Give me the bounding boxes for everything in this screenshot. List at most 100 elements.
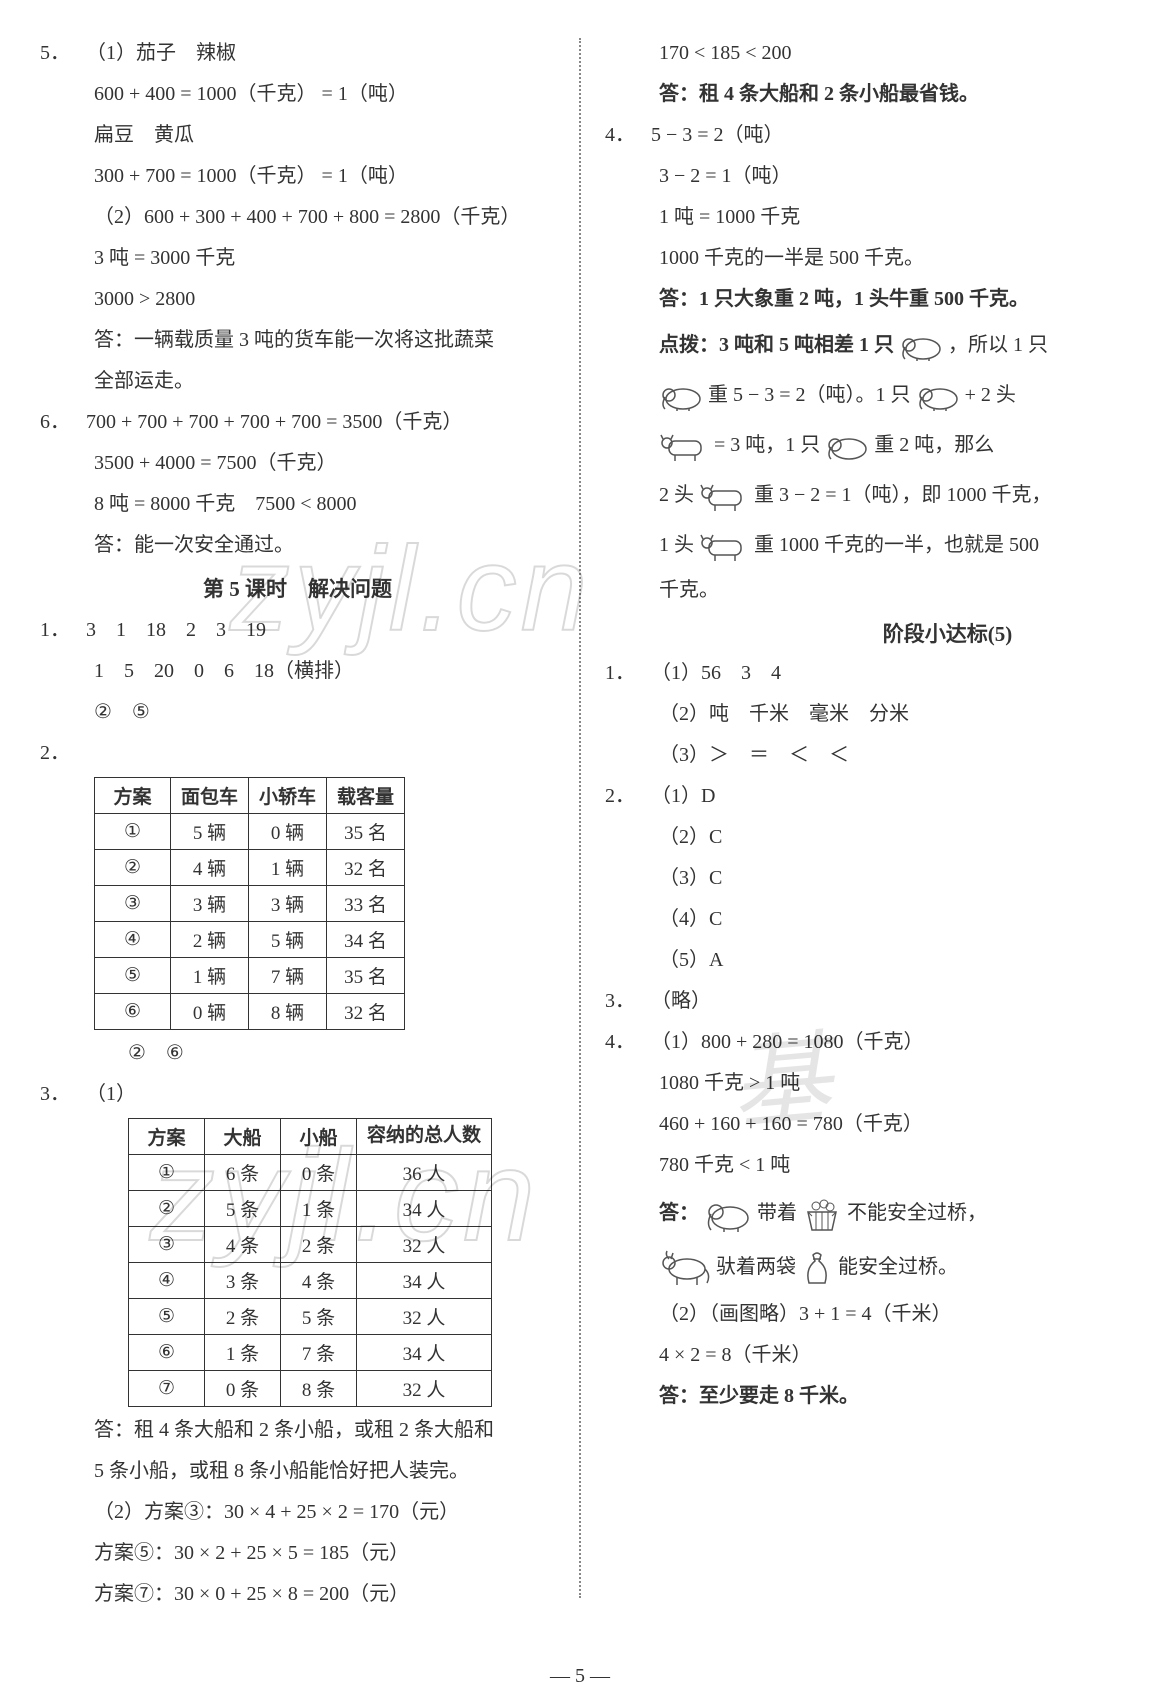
table-row: ③4 条2 条32 人 — [129, 1227, 492, 1263]
table-header-row: 方案 大船 小船 容纳的总人数 — [129, 1119, 492, 1155]
q6-num: 6． — [40, 405, 86, 440]
rq4-tip: 点拨：3 吨和 5 吨相差 1 只 ，所以 1 只 — [605, 323, 1120, 367]
rq4-l5: 答：1 只大象重 2 吨，1 头牛重 500 千克。 — [605, 282, 1120, 317]
rq4-l2: 3 − 2 = 1（吨） — [605, 159, 1120, 194]
jd1-num: 1． — [605, 656, 651, 691]
page-number: — 5 — — [0, 1665, 1160, 1688]
sack-icon — [801, 1249, 833, 1287]
q5-l7: 3000 > 2800 — [40, 282, 555, 317]
elephant-icon — [899, 331, 943, 361]
s5q1-num: 1． — [40, 613, 86, 648]
jd4-a1: 答： 带着 不能安全过桥， — [605, 1189, 1120, 1237]
jd3-l1: （略） — [651, 990, 711, 1012]
th: 面包车 — [171, 778, 249, 814]
jd4-l7: 答：至少要走 8 千米。 — [605, 1379, 1120, 1414]
table-row: ⑦0 条8 条32 人 — [129, 1371, 492, 1407]
jd4-l3: 460 + 160 + 160 = 780（千克） — [605, 1107, 1120, 1142]
jd3-line: 3．（略） — [605, 984, 1120, 1019]
cow-icon — [699, 531, 749, 561]
l8a: 2 头 — [659, 484, 694, 506]
rq4-line: 4．5 − 3 = 2（吨） — [605, 118, 1120, 153]
jd4-num: 4． — [605, 1025, 651, 1060]
cont-l2: 答：租 4 条大船和 2 条小船最省钱。 — [605, 77, 1120, 112]
l6a: 重 5 − 3 = 2（吨）。1 只 — [708, 384, 911, 406]
q6-l4: 答：能一次安全通过。 — [40, 528, 555, 563]
l8b: 重 3 − 2 = 1（吨），即 1000 千克， — [754, 484, 1052, 506]
s5q3-a5: 方案⑦：30 × 0 + 25 × 8 = 200（元） — [40, 1577, 555, 1612]
s5q1-line: 1．3 1 18 2 3 19 — [40, 613, 555, 648]
elephant-icon — [825, 431, 869, 461]
jd4-l2: 1080 千克 > 1 吨 — [605, 1066, 1120, 1101]
q5-line: 5．（1）茄子 辣椒 — [40, 36, 555, 71]
q5-l9: 全部运走。 — [40, 364, 555, 399]
q6-l1: 700 + 700 + 700 + 700 + 700 = 3500（千克） — [86, 411, 462, 433]
jd1-l1: （1）56 3 4 — [651, 662, 781, 684]
th: 容纳的总人数 — [357, 1119, 492, 1155]
a2b: 能安全过桥。 — [838, 1256, 958, 1278]
rq4-l7: = 3 吨，1 只 重 2 吨，那么 — [605, 423, 1120, 467]
jd1-l2: （2）吨 千米 毫米 分米 — [605, 697, 1120, 732]
cow-icon — [659, 431, 709, 461]
jd2-line: 2．（1）D — [605, 779, 1120, 814]
cow-icon — [699, 481, 749, 511]
a1a: 答： — [659, 1202, 699, 1224]
th: 小船 — [281, 1119, 357, 1155]
jd4-l4: 780 千克 < 1 吨 — [605, 1148, 1120, 1183]
l9b: 重 1000 千克的一半，也就是 500 — [754, 534, 1039, 556]
jd4-l5: （2）（画图略）3 + 1 = 4（千米） — [605, 1297, 1120, 1332]
tip-post: ，所以 1 只 — [948, 334, 1048, 356]
s5q3-a2: 5 条小船，或租 8 条小船能恰好把人装完。 — [40, 1454, 555, 1489]
rq4-num: 4． — [605, 118, 651, 153]
jd4-line: 4．（1）800 + 280 = 1080（千克） — [605, 1025, 1120, 1060]
jd3-num: 3． — [605, 984, 651, 1019]
s5q3-table: 方案 大船 小船 容纳的总人数 ①6 条0 条36 人 ②5 条1 条34 人 … — [128, 1118, 492, 1407]
s5q3-num: 3． — [40, 1077, 86, 1112]
s5q3-a3: （2）方案③：30 × 4 + 25 × 2 = 170（元） — [40, 1495, 555, 1530]
jd2-l4: （4）C — [605, 902, 1120, 937]
table-row: ④2 辆5 辆34 名 — [95, 922, 405, 958]
table-row: ⑥1 条7 条34 人 — [129, 1335, 492, 1371]
l7b: 重 2 吨，那么 — [874, 434, 994, 456]
elephant-icon — [659, 381, 703, 411]
s5q1-l1: 3 1 18 2 3 19 — [86, 619, 266, 641]
table-row: ①5 辆0 辆35 名 — [95, 814, 405, 850]
jd1-line: 1．（1）56 3 4 — [605, 656, 1120, 691]
left-column: 5．（1）茄子 辣椒 600 + 400 = 1000（千克） = 1（吨） 扁… — [40, 30, 555, 1630]
table-row: ⑤2 条5 条32 人 — [129, 1299, 492, 1335]
jd4-a2: 驮着两袋 能安全过桥。 — [605, 1243, 1120, 1291]
cont-l1: 170 < 185 < 200 — [605, 36, 1120, 71]
th: 小轿车 — [249, 778, 327, 814]
jd2-l3: （3）C — [605, 861, 1120, 896]
column-divider — [579, 38, 581, 1598]
rq4-l9: 1 头 重 1000 千克的一半，也就是 500 — [605, 523, 1120, 567]
q6-l3: 8 吨 = 8000 千克 7500 < 8000 — [40, 487, 555, 522]
section-jd-title: 阶段小达标(5) — [775, 618, 1120, 648]
q6-line: 6．700 + 700 + 700 + 700 + 700 = 3500（千克） — [40, 405, 555, 440]
rq4-l1: 5 − 3 = 2（吨） — [651, 124, 784, 146]
s5q2-line: 2． — [40, 736, 555, 771]
q5-num: 5． — [40, 36, 86, 71]
l6b: + 2 头 — [965, 384, 1016, 406]
table-row: ②5 条1 条34 人 — [129, 1191, 492, 1227]
s5q1-l2: 1 5 20 0 6 18（横排） — [40, 654, 555, 689]
page-container: 5．（1）茄子 辣椒 600 + 400 = 1000（千克） = 1（吨） 扁… — [40, 30, 1120, 1630]
right-column: 170 < 185 < 200 答：租 4 条大船和 2 条小船最省钱。 4．5… — [605, 30, 1120, 1630]
q5-l2: 600 + 400 = 1000（千克） = 1（吨） — [40, 77, 555, 112]
q5-l1: （1）茄子 辣椒 — [86, 42, 236, 64]
table-row: ③3 辆3 辆33 名 — [95, 886, 405, 922]
a1b: 带着 — [757, 1202, 802, 1224]
s5q2-ans: ② ⑥ — [40, 1036, 555, 1071]
s5q2-num: 2． — [40, 736, 86, 771]
l7a: = 3 吨，1 只 — [714, 434, 820, 456]
a1c: 不能安全过桥， — [847, 1202, 987, 1224]
jd1-l3: （3）＞ ＝ ＜ ＜ — [605, 738, 1120, 773]
horse-icon — [659, 1249, 711, 1287]
jd2-num: 2． — [605, 779, 651, 814]
l9a: 1 头 — [659, 534, 694, 556]
th: 方案 — [129, 1119, 205, 1155]
basket-icon — [802, 1196, 842, 1232]
th: 方案 — [95, 778, 171, 814]
jd4-l6: 4 × 2 = 8（千米） — [605, 1338, 1120, 1373]
q5-l8: 答：一辆载质量 3 吨的货车能一次将这批蔬菜 — [40, 323, 555, 358]
table-row: ⑤1 辆7 辆35 名 — [95, 958, 405, 994]
